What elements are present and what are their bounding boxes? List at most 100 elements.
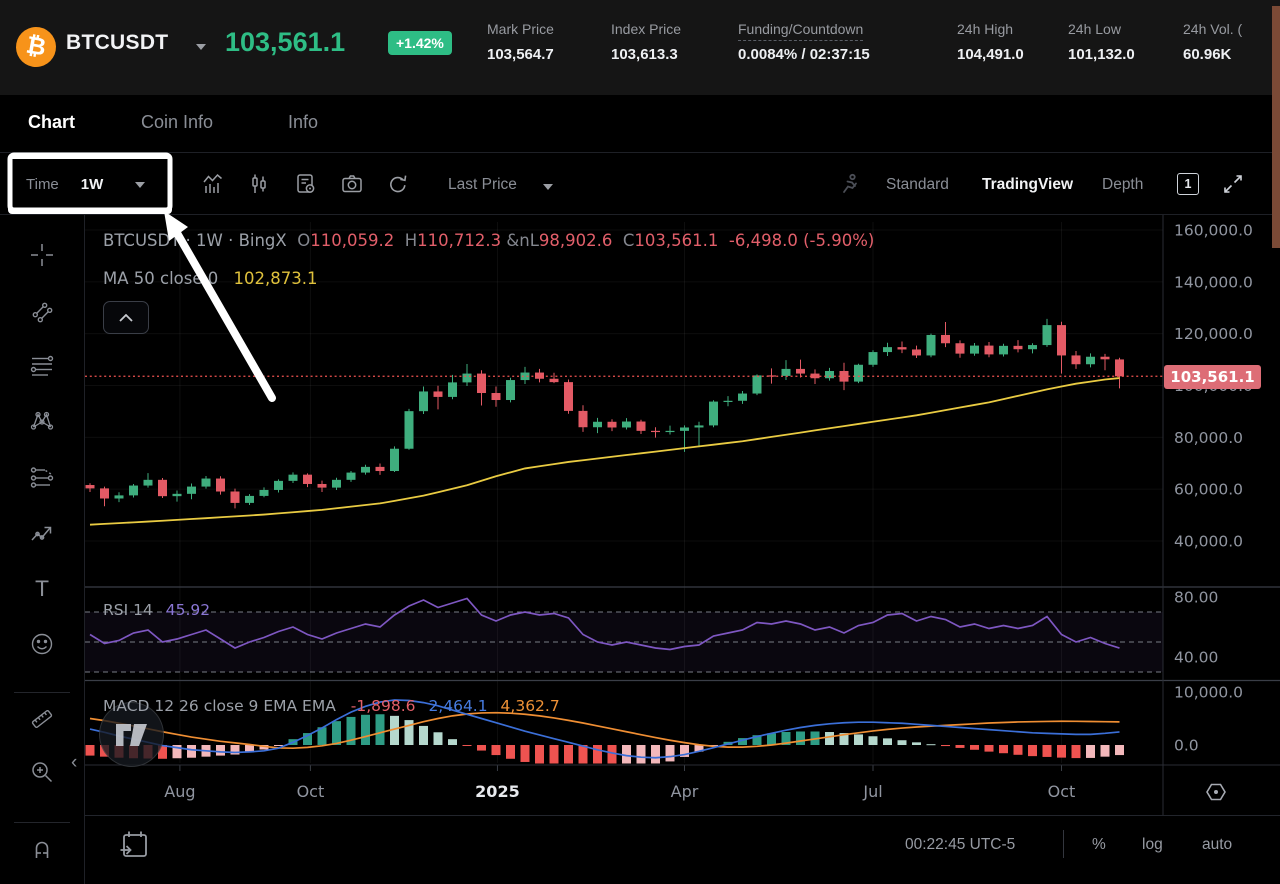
projection-icon[interactable]	[29, 464, 55, 490]
last-traded-price: 103,561.1	[225, 27, 346, 57]
time-axis-label: Jul	[862, 782, 882, 801]
indicators-icon[interactable]	[201, 172, 225, 196]
ma-label: MA 50 close 0	[103, 269, 219, 288]
time-interval-selector[interactable]: Time 1W	[8, 155, 172, 214]
fullscreen-icon[interactable]	[1221, 172, 1245, 196]
time-axis-label: Aug	[164, 782, 195, 801]
price-axis-label: 80,000.0	[1174, 429, 1243, 447]
fib-lines-icon[interactable]	[29, 353, 55, 379]
time-axis-label: 2025	[475, 782, 520, 801]
header-bar: ₿ BTCUSDT 103,561.1 +1.42% Mark Price 103…	[0, 0, 1280, 95]
interval-dropdown-caret	[135, 181, 146, 188]
tab-coin-info[interactable]: Coin Info	[141, 112, 214, 132]
right-edge-strip	[1272, 6, 1280, 248]
price-axis-label: 140,000.0	[1174, 273, 1253, 291]
stat-mark-price: Mark Price 103,564.7	[487, 21, 554, 63]
rsi-legend[interactable]: RSI 14 45.92	[103, 601, 210, 619]
current-price-label: 103,561.1	[1164, 365, 1261, 389]
ma50-line	[89, 377, 1120, 526]
last-price-caret[interactable]	[543, 184, 553, 190]
stat-24h-volume: 24h Vol. (60.96K	[1183, 21, 1243, 63]
rsi-line	[89, 597, 1120, 651]
chevron-up-icon	[119, 313, 133, 322]
rsi-value: 45.92	[165, 601, 211, 619]
stat-funding-countdown: Funding/Countdown 0.0084% / 02:37:15	[738, 21, 870, 63]
zoom-in-icon[interactable]	[29, 759, 55, 785]
tools-divider	[14, 692, 70, 693]
symbol-name[interactable]: BTCUSDT	[66, 31, 169, 54]
refresh-icon[interactable]	[386, 172, 410, 196]
high-value: 110,712.3	[417, 231, 502, 250]
close-label: C	[622, 231, 635, 250]
rsi-axis-label: 80.00	[1174, 589, 1218, 607]
time-axis-label: Apr	[671, 782, 699, 801]
tab-bar: Chart Coin Info Info	[0, 95, 1280, 152]
axis-settings-icon[interactable]	[1203, 779, 1229, 805]
running-man-icon[interactable]	[838, 172, 862, 196]
macd-signal-value: 4,362.7	[500, 697, 560, 715]
ma-value: 102,873.1	[233, 269, 318, 288]
stat-24h-high: 24h High 104,491.0	[957, 21, 1024, 63]
ma-legend[interactable]: MA 50 close 0 102,873.1	[103, 269, 318, 288]
go-to-date-icon[interactable]	[117, 828, 151, 862]
btc-glyph: ₿	[24, 31, 49, 62]
open-label: O	[297, 231, 311, 250]
last-price-selector[interactable]: Last Price	[448, 176, 517, 193]
tools-divider	[14, 822, 70, 823]
candles	[85, 318, 1124, 509]
macd-signal-line	[89, 711, 1120, 750]
percent-scale-button[interactable]: %	[1092, 836, 1106, 853]
chart-mode-depth[interactable]: Depth	[1102, 176, 1144, 193]
bar-change: -6,498.0 (-5.90%)	[728, 231, 875, 250]
stat-index-price: Index Price 103,613.3	[611, 21, 682, 63]
magnet-icon[interactable]	[29, 836, 55, 862]
drawing-tools-sidebar: T	[0, 215, 85, 884]
log-scale-button[interactable]: log	[1142, 836, 1163, 853]
macd-label: MACD 12 26 close 9 EMA EMA	[103, 697, 336, 715]
trendline-icon[interactable]	[29, 298, 55, 324]
crosshair-icon[interactable]	[29, 242, 55, 268]
macd-line-value: 2,464.1	[428, 697, 488, 715]
macd-legend[interactable]: MACD 12 26 close 9 EMA EMA -1,898.6 2,46…	[103, 697, 560, 715]
ohlc-legend[interactable]: BTCUSDT · 1W · BingX O110,059.2 H110,712…	[103, 231, 875, 250]
svg-text:T: T	[35, 577, 49, 601]
ruler-icon[interactable]	[29, 706, 55, 732]
candle-style-icon[interactable]	[247, 172, 271, 196]
time-axis-label: Oct	[297, 782, 325, 801]
trend-arrow-icon[interactable]	[29, 520, 55, 546]
low-label: &n	[506, 231, 530, 250]
symbol-dropdown-caret[interactable]	[196, 44, 206, 50]
layout-one-icon[interactable]: 1	[1177, 173, 1199, 195]
emoji-icon[interactable]	[29, 631, 55, 657]
macd-axis-label: 0.0	[1174, 737, 1199, 755]
price-axis-label: 40,000.0	[1174, 533, 1243, 551]
price-axis-label: 120,000.0	[1174, 325, 1253, 343]
xabcd-pattern-icon[interactable]	[29, 408, 55, 434]
chart-mode-tradingview[interactable]: TradingView	[982, 176, 1074, 193]
tradingview-watermark[interactable]	[99, 702, 164, 767]
rsi-label: RSI 14	[103, 601, 153, 619]
macd-axis-label: 10,000.0	[1174, 684, 1243, 702]
chart-mode-standard[interactable]: Standard	[886, 176, 949, 193]
high-label: H	[404, 231, 418, 250]
macd-hist-value: -1,898.6	[350, 697, 416, 715]
low-value: 98,902.6	[538, 231, 613, 250]
pane-collapse-arrow[interactable]: ‹	[71, 752, 78, 773]
price-axis-label: 60,000.0	[1174, 481, 1243, 499]
bitcoin-icon: ₿	[12, 23, 60, 71]
auto-scale-button[interactable]: auto	[1202, 836, 1233, 853]
camera-icon[interactable]	[340, 172, 364, 196]
macd-line	[89, 699, 1120, 759]
chart-settings-icon[interactable]	[294, 172, 318, 196]
tab-info[interactable]: Info	[288, 112, 319, 132]
time-axis-label: Oct	[1048, 782, 1076, 801]
tradingview-logo-icon	[115, 723, 147, 746]
price-axis-label: 160,000.0	[1174, 222, 1253, 240]
text-tool-icon[interactable]: T	[29, 576, 55, 602]
tab-chart[interactable]: Chart	[28, 112, 76, 132]
legend-collapse-button[interactable]	[103, 301, 149, 334]
clock-timezone[interactable]: 00:22:45 UTC-5	[905, 836, 1016, 853]
stat-24h-low: 24h Low 101,132.0	[1068, 21, 1135, 63]
